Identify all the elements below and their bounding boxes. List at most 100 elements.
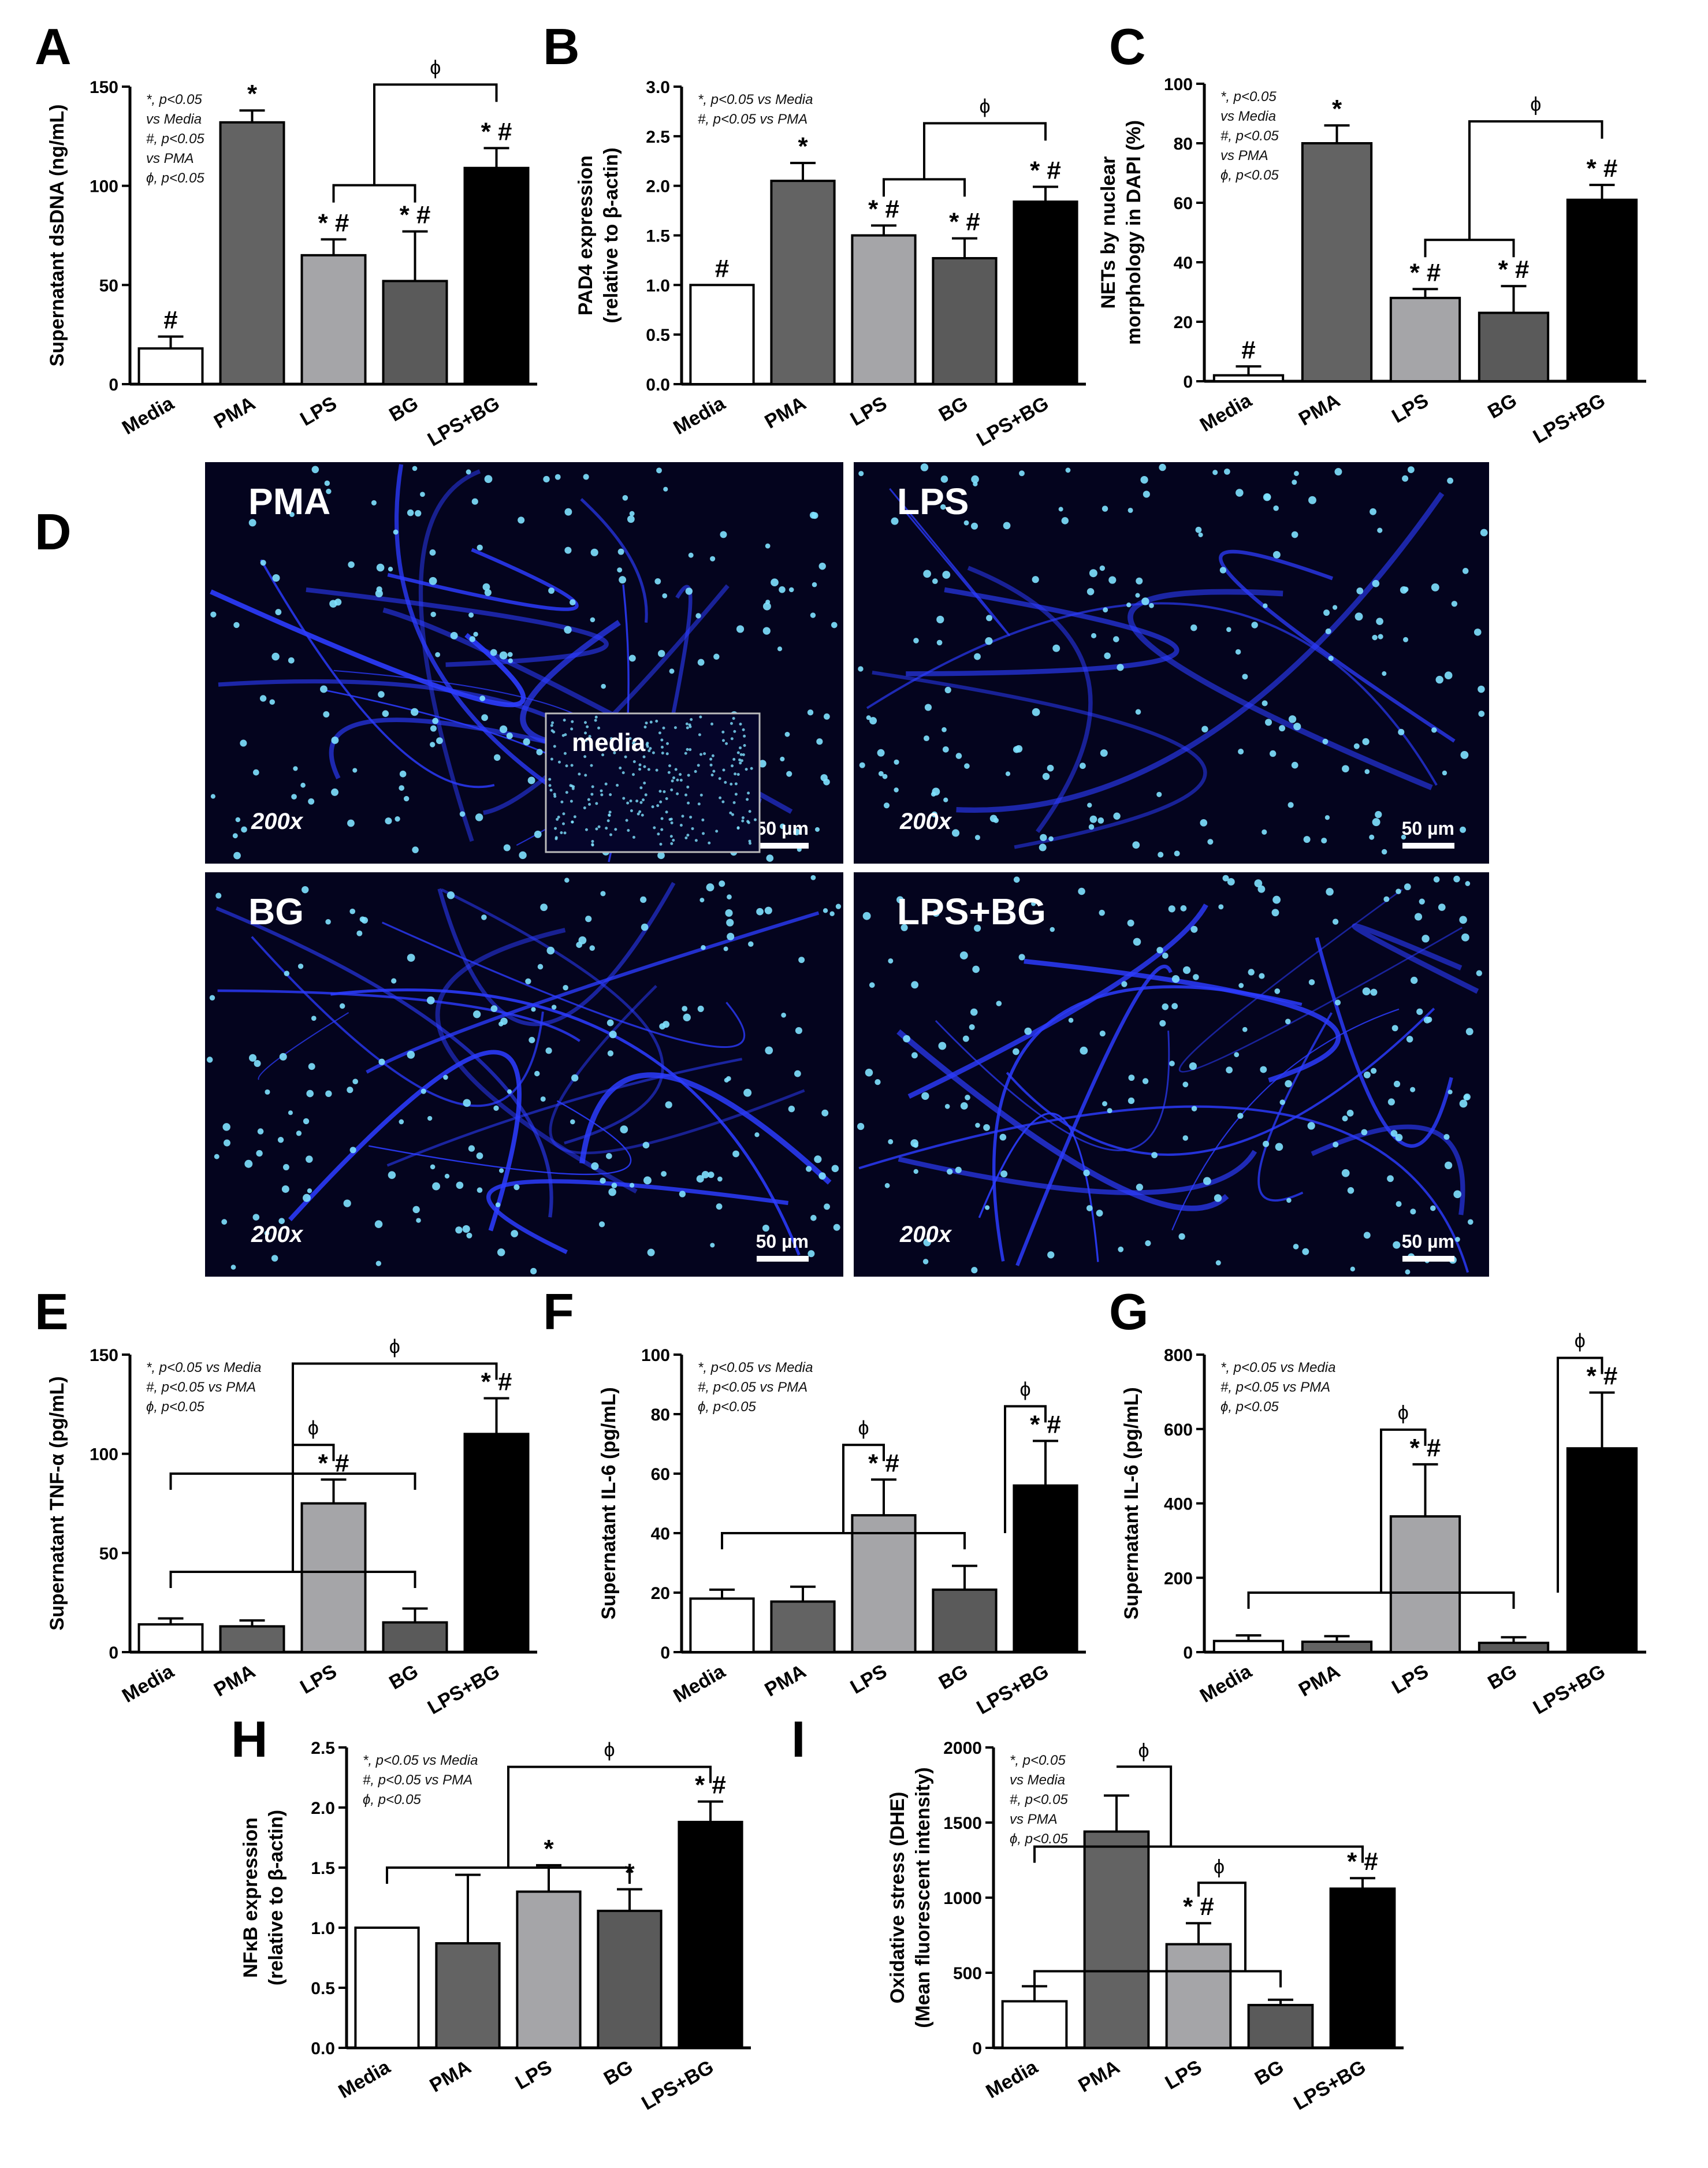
significance-mark: * # — [1410, 258, 1441, 287]
significance-mark: * # — [868, 195, 899, 223]
nucleus — [1145, 1240, 1151, 1247]
annotation-line: #, p<0.05 — [1010, 1792, 1068, 1808]
nucleus — [921, 1092, 929, 1100]
inset-nucleus — [694, 770, 697, 774]
nucleus — [444, 1173, 450, 1179]
nucleus — [1068, 1017, 1074, 1023]
nucleus — [859, 762, 865, 768]
nucleus — [376, 563, 385, 572]
inset-nucleus — [672, 776, 676, 780]
nucleus — [955, 1166, 962, 1173]
annotation-line: #, p<0.05 vs PMA — [698, 1379, 808, 1395]
inset-nucleus — [585, 738, 588, 742]
nucleus — [585, 916, 592, 923]
net-fiber — [486, 1179, 789, 1254]
nucleus — [1378, 634, 1383, 639]
inset-nucleus — [591, 843, 594, 847]
nucleus — [590, 617, 596, 623]
nucleus — [214, 1154, 219, 1159]
nucleus — [443, 1074, 448, 1080]
nucleus — [888, 1139, 894, 1144]
nucleus — [762, 627, 771, 635]
nucleus — [481, 914, 487, 920]
inset-nucleus — [689, 816, 693, 819]
y-tick-label: 0 — [1183, 373, 1193, 392]
nucleus — [710, 556, 716, 561]
nucleus — [1237, 1113, 1244, 1119]
inset-nucleus — [628, 737, 632, 740]
nucleus — [620, 1125, 628, 1133]
nucleus — [923, 735, 929, 742]
nucleus — [965, 1095, 970, 1100]
nucleus — [814, 1155, 822, 1163]
nucleus — [429, 549, 436, 556]
nucleus — [1047, 764, 1054, 772]
nucleus — [810, 875, 816, 880]
nucleus — [1402, 475, 1409, 482]
nucleus — [1117, 664, 1124, 671]
nucleus — [259, 695, 267, 702]
nucleus — [743, 1088, 752, 1097]
nucleus — [936, 639, 943, 646]
nucleus — [571, 1074, 579, 1082]
inset-nucleus — [660, 745, 664, 749]
nucleus — [661, 1171, 667, 1177]
nucleus — [1236, 489, 1244, 497]
nucleus — [311, 1016, 317, 1021]
x-tick-label: BG — [935, 392, 972, 426]
y-tick-label: 0 — [972, 2039, 982, 2058]
inset-nucleus — [709, 763, 713, 767]
panel-letter-D: D — [35, 503, 72, 560]
nucleus — [420, 492, 425, 497]
nucleus — [1321, 838, 1327, 844]
nucleus — [481, 714, 488, 722]
nucleus — [435, 652, 441, 657]
nucleus — [252, 1214, 260, 1221]
y-tick-label: 0.0 — [646, 375, 670, 395]
nucleus — [1333, 1141, 1339, 1148]
nucleus — [1136, 1184, 1143, 1191]
nucleus — [399, 1119, 404, 1125]
inset-nucleus — [684, 793, 688, 797]
nucleus — [1141, 597, 1149, 605]
nucleus — [388, 1171, 396, 1179]
micrograph-tile-1: LPS 200x 50 µm — [854, 462, 1489, 864]
nucleus — [1269, 750, 1277, 757]
nucleus — [1264, 493, 1271, 501]
nucleus — [1127, 1097, 1135, 1105]
nucleus — [536, 749, 543, 756]
annotation-line: ϕ, p<0.05 — [146, 1399, 204, 1415]
nucleus — [1398, 728, 1405, 735]
nucleus — [1467, 1219, 1473, 1225]
annotation-line: ϕ, p<0.05 — [1220, 1399, 1279, 1415]
nucleus — [339, 1003, 345, 1009]
nucleus — [1019, 470, 1025, 477]
nucleus — [1364, 769, 1370, 775]
nucleus — [685, 587, 693, 595]
bar-BG — [1247, 2003, 1314, 2049]
nucleus — [964, 763, 970, 769]
nucleus — [1039, 843, 1047, 851]
inset-nucleus — [649, 747, 652, 750]
nucleus — [793, 828, 800, 836]
nucleus — [1168, 905, 1175, 913]
nucleus — [683, 1013, 691, 1022]
bar-LPS+BG — [678, 1820, 743, 2049]
inset-nucleus — [570, 764, 574, 767]
nucleus — [1065, 467, 1071, 473]
nucleus — [806, 1166, 812, 1172]
x-tick-label: Media — [118, 1660, 178, 1707]
nucleus — [1342, 765, 1349, 773]
nucleus — [788, 1106, 795, 1113]
bracket-phi-lps-bg — [1197, 1881, 1246, 1972]
nucleus — [1328, 656, 1334, 661]
nucleus — [1191, 1106, 1197, 1111]
x-tick-label: PMA — [761, 1660, 810, 1701]
nucleus — [477, 544, 483, 551]
inset-nucleus — [635, 748, 638, 752]
nucleus — [1032, 576, 1039, 583]
nucleus — [1086, 1205, 1093, 1211]
nucleus — [1410, 1208, 1416, 1215]
nucleus — [762, 1225, 769, 1232]
y-tick-label: 100 — [1164, 75, 1193, 94]
